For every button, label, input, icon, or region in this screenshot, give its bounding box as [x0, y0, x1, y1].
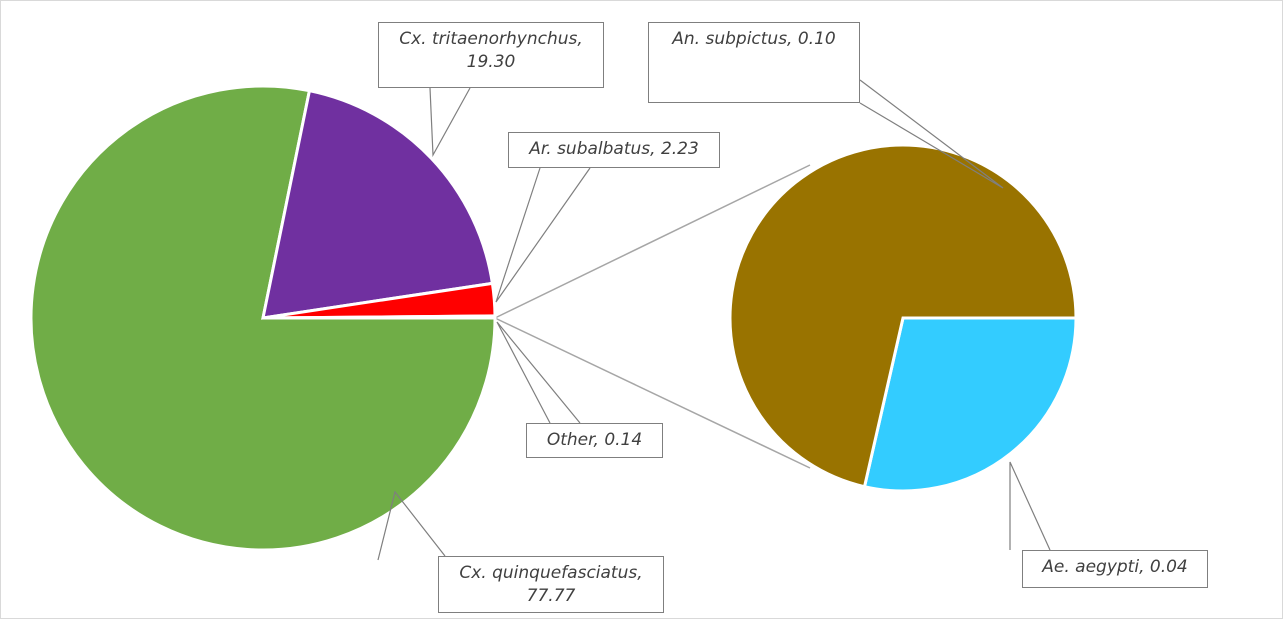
callout-pointer [496, 321, 581, 424]
data-label: Ar. subalbatus, 2.23 [508, 132, 720, 168]
callout-pointer [859, 79, 1004, 189]
pie-slice [862, 316, 1078, 493]
callout-pointer [377, 490, 446, 561]
pie-slice [262, 314, 497, 320]
callout-pointers [377, 79, 1051, 561]
data-label: Other, 0.14 [526, 423, 663, 458]
pie-slice [261, 88, 495, 320]
connector-line [494, 317, 811, 469]
data-label: An. subpictus, 0.10 [648, 22, 860, 103]
data-label: Ae. aegypti, 0.04 [1022, 550, 1208, 588]
data-label: Cx. tritaenorhynchus, 19.30 [378, 22, 604, 88]
data-label: Cx. quinquefasciatus, 77.77 [438, 556, 664, 613]
callout-pointer [495, 167, 591, 303]
pie-slice [728, 143, 1078, 489]
callout-pointer [1009, 461, 1051, 551]
connector-line [494, 164, 811, 319]
callout-pointer [429, 87, 471, 158]
